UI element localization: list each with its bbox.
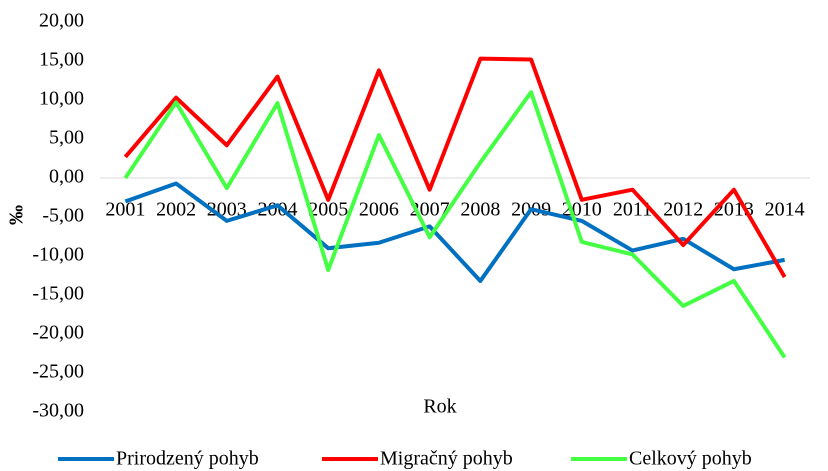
x-tick-label: 2002: [156, 199, 196, 221]
y-tick-label: 10,00: [39, 88, 84, 110]
y-tick-label: -5,00: [42, 205, 84, 227]
series-line: [124, 181, 786, 283]
x-tick-label: 2008: [460, 199, 500, 221]
x-tick-label: 2001: [105, 199, 145, 221]
y-axis-label: ‰: [6, 205, 28, 225]
series-line: [123, 90, 787, 359]
y-tick-label: 0,00: [49, 166, 84, 188]
x-axis-label: Rok: [423, 396, 456, 418]
legend-label: Celkový pohyb: [629, 448, 752, 470]
y-tick-label: -25,00: [32, 361, 84, 383]
y-tick-label: 15,00: [39, 49, 84, 71]
y-tick-label: 5,00: [49, 127, 84, 149]
y-tick-label: -15,00: [32, 283, 84, 305]
series-line: [123, 56, 787, 279]
legend-label: Prirodzený pohyb: [116, 448, 259, 470]
x-tick-label: 2006: [359, 199, 399, 221]
y-tick-label: -10,00: [32, 244, 84, 266]
x-tick-label: 2014: [765, 199, 805, 221]
y-tick-label: -30,00: [32, 400, 84, 422]
x-tick-label: 2012: [663, 199, 703, 221]
y-tick-label: 20,00: [39, 10, 84, 32]
x-tick-label: 2011: [613, 199, 652, 221]
y-tick-label: -20,00: [32, 322, 84, 344]
legend-label: Migračný pohyb: [380, 448, 513, 470]
x-tick-label: 2005: [308, 199, 348, 221]
